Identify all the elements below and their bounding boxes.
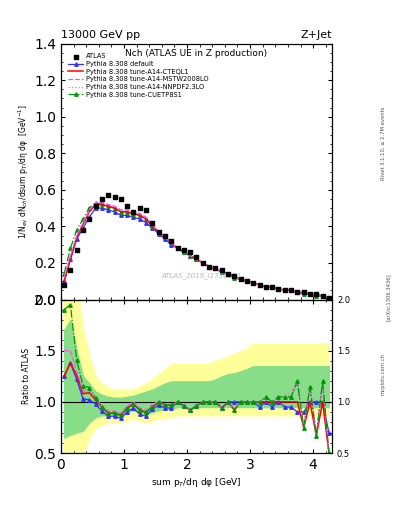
Point xyxy=(282,286,288,294)
Point xyxy=(307,290,313,298)
Point xyxy=(294,288,301,296)
Point xyxy=(174,244,181,252)
Text: [arXiv:1306.3436]: [arXiv:1306.3436] xyxy=(386,273,391,321)
Point xyxy=(193,253,200,262)
Text: Nch (ATLAS UE in Z production): Nch (ATLAS UE in Z production) xyxy=(125,49,268,58)
Point xyxy=(212,264,219,272)
Point xyxy=(206,263,212,271)
Point xyxy=(288,286,294,294)
Point xyxy=(250,279,256,287)
Point xyxy=(99,195,105,203)
Point xyxy=(320,292,326,300)
Point xyxy=(269,283,275,291)
Point xyxy=(275,285,282,293)
Point xyxy=(61,281,67,289)
Text: 13000 GeV pp: 13000 GeV pp xyxy=(61,30,140,40)
Point xyxy=(237,275,244,284)
Point xyxy=(73,246,80,254)
Text: Rivet 3.1.10, ≥ 2.7M events: Rivet 3.1.10, ≥ 2.7M events xyxy=(381,106,386,180)
Point xyxy=(149,219,156,227)
Point xyxy=(181,246,187,254)
Point xyxy=(67,266,73,274)
Point xyxy=(137,204,143,212)
Point xyxy=(124,202,130,210)
Point xyxy=(143,206,149,214)
Legend: ATLAS, Pythia 8.308 default, Pythia 8.308 tune-A14-CTEQL1, Pythia 8.308 tune-A14: ATLAS, Pythia 8.308 default, Pythia 8.30… xyxy=(67,52,209,99)
Point xyxy=(313,290,320,298)
Point xyxy=(162,231,168,240)
Point xyxy=(118,195,124,203)
Point xyxy=(187,248,193,256)
Point xyxy=(256,281,263,289)
Text: ATLAS_2019_I1736531: ATLAS_2019_I1736531 xyxy=(162,272,242,279)
Point xyxy=(231,272,237,280)
Point xyxy=(168,237,174,245)
Point xyxy=(301,288,307,296)
X-axis label: sum p$_T$/dη dφ [GeV]: sum p$_T$/dη dφ [GeV] xyxy=(151,476,242,489)
Point xyxy=(219,266,225,274)
Point xyxy=(326,293,332,302)
Point xyxy=(244,277,250,285)
Text: mcplots.cern.ch: mcplots.cern.ch xyxy=(381,353,386,395)
Point xyxy=(130,208,137,216)
Point xyxy=(105,191,111,199)
Point xyxy=(92,202,99,210)
Point xyxy=(156,228,162,236)
Y-axis label: 1/N$_{ev}$ dN$_{ch}$/dsum p$_T$/dη dφ  [GeV$^{-1}$]: 1/N$_{ev}$ dN$_{ch}$/dsum p$_T$/dη dφ [G… xyxy=(17,104,31,239)
Text: Z+Jet: Z+Jet xyxy=(301,30,332,40)
Y-axis label: Ratio to ATLAS: Ratio to ATLAS xyxy=(22,348,31,404)
Point xyxy=(111,193,118,201)
Point xyxy=(200,259,206,267)
Point xyxy=(263,283,269,291)
Point xyxy=(80,226,86,234)
Point xyxy=(86,215,92,223)
Point xyxy=(225,270,231,278)
